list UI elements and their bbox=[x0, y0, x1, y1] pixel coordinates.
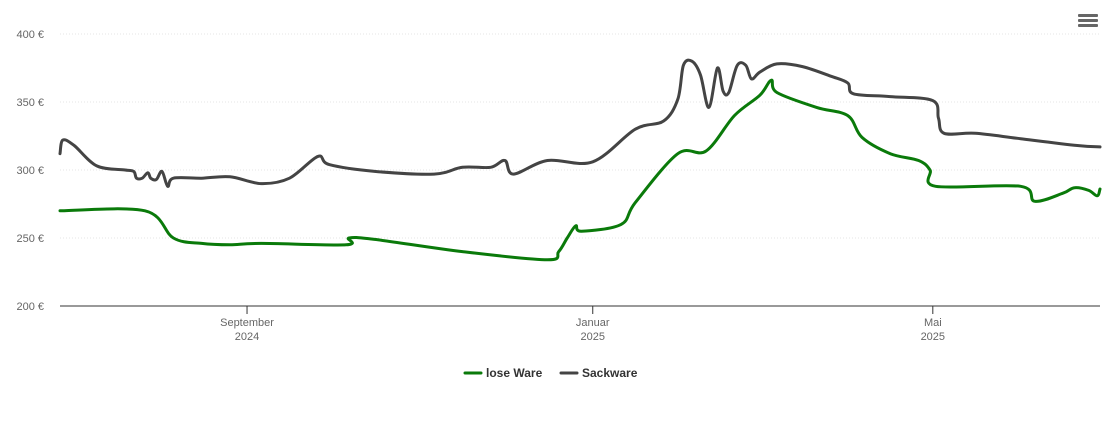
series-lines bbox=[58, 58, 1102, 262]
legend-label: lose Ware bbox=[486, 366, 543, 380]
y-tick-label: 300 € bbox=[16, 165, 44, 177]
x-tick-label: September bbox=[220, 317, 274, 329]
x-tick-year-label: 2025 bbox=[581, 331, 605, 343]
series-line-lose-ware bbox=[58, 78, 1102, 262]
x-tick-year-label: 2025 bbox=[921, 331, 945, 343]
y-tick-label: 200 € bbox=[16, 301, 44, 313]
series-line-sackware bbox=[58, 58, 1102, 188]
y-tick-label: 250 € bbox=[16, 233, 44, 245]
legend[interactable]: lose Ware Sackware bbox=[463, 366, 638, 380]
y-tick-label: 400 € bbox=[16, 29, 44, 41]
axes bbox=[60, 305, 1100, 314]
hamburger-menu-icon[interactable] bbox=[1077, 12, 1099, 32]
x-tick-label: Januar bbox=[576, 317, 610, 329]
y-tick-label: 350 € bbox=[16, 97, 44, 109]
tick-labels: 400 € 350 € 300 € 250 € 200 € September 2024 Ja… bbox=[16, 29, 945, 343]
legend-label: Sackware bbox=[582, 366, 638, 380]
x-tick-year-label: 2024 bbox=[235, 331, 259, 343]
legend-item[interactable]: Sackware bbox=[559, 366, 638, 380]
grid-lines bbox=[60, 33, 1100, 239]
x-tick-label: Mai bbox=[924, 317, 942, 329]
legend-item[interactable]: lose Ware bbox=[463, 366, 543, 380]
